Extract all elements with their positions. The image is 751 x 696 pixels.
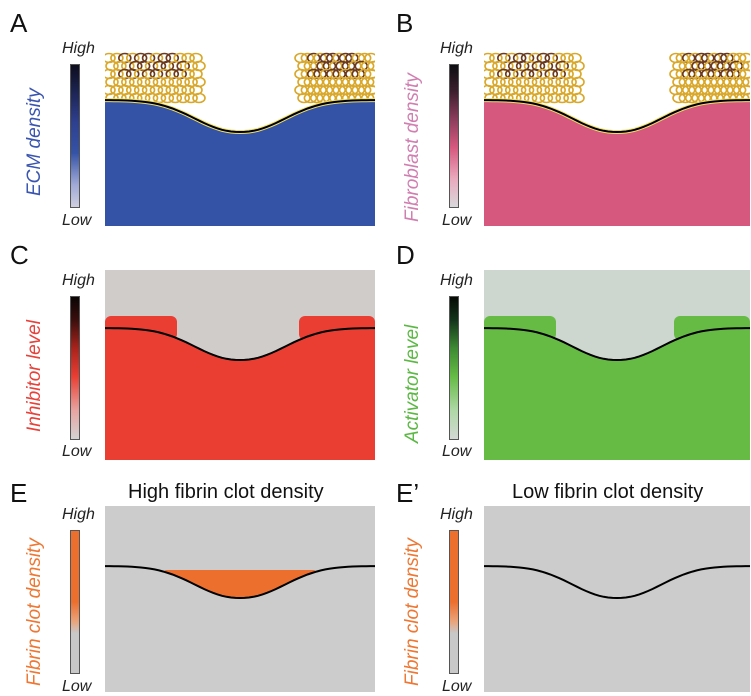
ecm-colorbar (70, 64, 80, 208)
cell (563, 92, 577, 104)
fibroblast-colorbar (449, 64, 459, 208)
panel-letter-e-prime: E’ (396, 478, 420, 508)
tissue-region (484, 100, 750, 226)
panel-letter-d: D (396, 240, 415, 270)
panel-letter-e: E (10, 478, 28, 508)
wound-outline (484, 327, 750, 362)
tissue-region (484, 328, 750, 460)
cell (192, 92, 206, 104)
inhibitor-level-label: Inhibitor level (24, 320, 45, 432)
wound-plot-e (105, 506, 375, 692)
inhibitor-colorbar (70, 296, 80, 440)
colorbar-low-label: Low (62, 212, 92, 229)
wound-plot-e-prime (484, 506, 750, 692)
panel-letter-a: A (10, 8, 28, 38)
wound-plot-c (105, 270, 375, 460)
wound-outline (105, 99, 375, 134)
wound-outline (105, 327, 375, 362)
colorbar-high-label: High (440, 40, 473, 57)
edge-zone (105, 316, 177, 340)
colorbar-high-label: High (62, 506, 95, 523)
cell (160, 92, 175, 104)
tissue-region (105, 328, 375, 460)
colorbar-high-label: High (440, 272, 473, 289)
cell (555, 92, 569, 104)
cell (184, 92, 198, 104)
colorbar-low-label: Low (442, 212, 472, 229)
colorbar-high-label: High (62, 272, 95, 289)
fibroblast-density-label: Fibroblast density (402, 73, 423, 222)
activator-colorbar (449, 296, 459, 440)
fibrin-colorbar (70, 530, 80, 674)
wound-outline (484, 99, 750, 134)
fibrin-clot-density-label: Fibrin clot density (402, 538, 423, 686)
tissue-region (484, 566, 750, 692)
edge-zone (484, 316, 556, 340)
activator-level-label: Activator level (402, 324, 423, 443)
wound-outline (105, 565, 375, 600)
cell (176, 92, 190, 104)
colorbar-low-label: Low (442, 678, 472, 695)
wound-outline (484, 565, 750, 600)
panel-e-title: High fibrin clot density (128, 481, 324, 503)
colorbar-high-label: High (62, 40, 95, 57)
panel-letter-b: B (396, 8, 414, 38)
fibrin-clot-density-label: Fibrin clot density (24, 538, 45, 686)
colorbar-low-label: Low (442, 443, 472, 460)
wound-plot-a (105, 50, 375, 226)
tissue-region (105, 566, 375, 692)
cell (547, 92, 562, 104)
fibrin-colorbar (449, 530, 459, 674)
cell (531, 92, 546, 104)
wound-plot-b (484, 50, 750, 226)
fibrin-clot (164, 570, 316, 598)
cell (539, 92, 554, 104)
colorbar-high-label: High (440, 506, 473, 523)
wound-plot-d (484, 270, 750, 460)
panel-e-prime-title: Low fibrin clot density (512, 481, 704, 503)
ecm-density-label: ECM density (24, 88, 45, 196)
tissue-region (105, 100, 375, 226)
cell (168, 92, 183, 104)
colorbar-low-label: Low (62, 678, 92, 695)
panel-letter-c: C (10, 240, 29, 270)
cell (571, 92, 585, 104)
colorbar-low-label: Low (62, 443, 92, 460)
